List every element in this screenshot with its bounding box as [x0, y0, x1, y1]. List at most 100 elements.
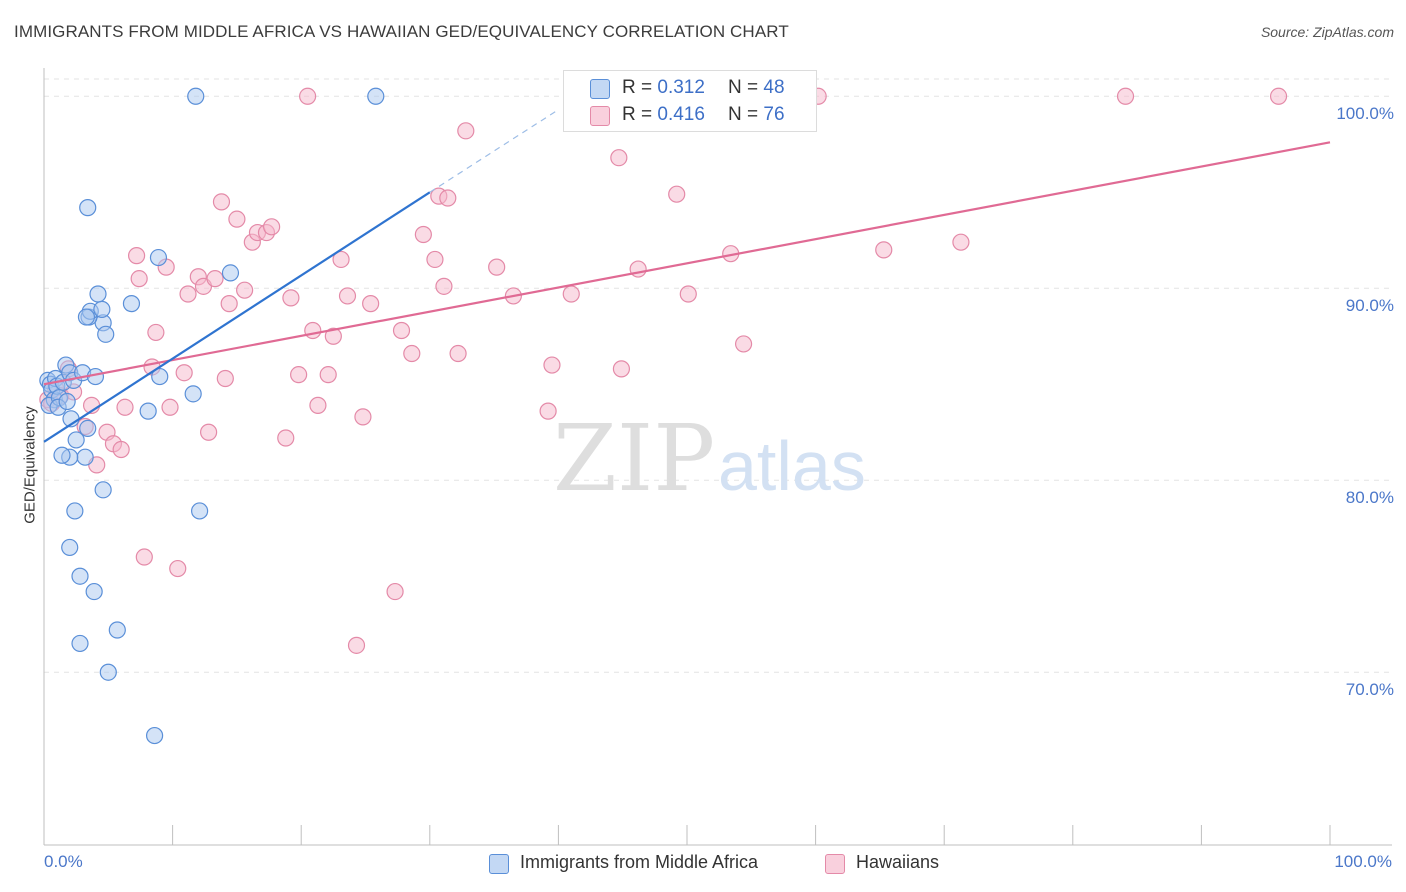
hawaiians-point [488, 258, 506, 276]
hawaiians-point [179, 285, 197, 303]
hawaiians-point [216, 369, 234, 388]
hawaiians-point [282, 289, 300, 307]
middle-africa-point [71, 567, 89, 585]
hawaiians-point [220, 295, 238, 313]
hawaiians-point [562, 285, 580, 303]
middle-africa-trend-extension [429, 109, 559, 193]
hawaiians-point [228, 210, 246, 228]
hawaiians-point [236, 281, 254, 299]
hawaiians-point [875, 241, 893, 259]
hawaiians-point [304, 321, 322, 340]
hawaiians-point [1116, 87, 1135, 105]
hawaiians-point [206, 270, 224, 288]
legend-swatch-pink [590, 106, 610, 126]
middle-africa-point [191, 502, 209, 520]
middle-africa-point [79, 419, 97, 438]
hawaiians-point [414, 225, 432, 244]
middle-africa-point [184, 385, 202, 403]
hawaiians-point [392, 321, 411, 340]
series-legend: Immigrants from Middle Africa Hawaiians [0, 852, 1406, 878]
middle-africa-point [221, 264, 240, 282]
hawaiians-point [332, 250, 350, 269]
y-tick-label: 70.0% [1345, 680, 1394, 700]
middle-africa-point [71, 634, 89, 653]
hawaiians-point [263, 218, 281, 236]
legend-n: N = 48 [728, 77, 785, 98]
middle-africa-point [79, 199, 97, 217]
hawaiians-point [1269, 87, 1288, 105]
legend-swatch-middle-africa [489, 854, 509, 874]
hawaiians-point [426, 250, 444, 269]
hawaiians-point [668, 185, 686, 203]
middle-africa-point [58, 392, 76, 411]
hawaiians-point [457, 122, 475, 140]
middle-africa-point [93, 300, 111, 318]
legend-n: N = 76 [728, 104, 785, 125]
hawaiians-point [309, 396, 327, 414]
middle-africa-point [76, 448, 94, 466]
hawaiians-point [161, 398, 179, 416]
legend-r: R = 0.416 [622, 104, 705, 125]
hawaiians-point [319, 366, 337, 384]
hawaiians-point [127, 247, 146, 265]
middle-africa-point [53, 446, 71, 464]
hawaiians-point [130, 270, 148, 288]
middle-africa-point [122, 295, 141, 313]
watermark-atlas: atlas [718, 427, 866, 505]
x-tick-label-max: 100.0% [1334, 852, 1392, 871]
hawaiians-point [386, 582, 404, 601]
legend-r: R = 0.312 [622, 77, 705, 98]
hawaiians-point [135, 548, 153, 566]
middle-africa-point [108, 621, 126, 639]
hawaiians-point [147, 323, 165, 342]
hawaiians-point [212, 193, 231, 211]
hawaiians-point [734, 335, 753, 353]
middle-africa-point [139, 402, 157, 420]
middle-africa-point [89, 285, 107, 303]
middle-africa-point [85, 582, 103, 601]
hawaiians-point [299, 87, 317, 105]
middle-africa-point [94, 481, 112, 499]
hawaiians-trend-line [43, 141, 1331, 386]
legend-row-middle-africa: R = 0.312 N = 48 [564, 75, 816, 101]
hawaiians-point [679, 285, 697, 303]
middle-africa-point [187, 87, 205, 105]
middle-africa-trend-line [43, 191, 431, 443]
correlation-legend: R = 0.312 N = 48 R = 0.416 N = 76 [563, 70, 817, 132]
legend-swatch-hawaiians [825, 854, 845, 874]
hawaiians-point [435, 277, 453, 295]
legend-label-middle-africa: Immigrants from Middle Africa [520, 852, 759, 872]
hawaiians-point [354, 408, 372, 426]
y-tick-label: 80.0% [1345, 488, 1394, 508]
hawaiians-point [449, 344, 467, 363]
middle-africa-point [97, 325, 115, 343]
x-tick-label-min: 0.0% [44, 852, 83, 871]
hawaiians-point [277, 429, 295, 447]
hawaiians-point [200, 423, 218, 441]
middle-africa-point [67, 431, 85, 449]
hawaiians-point [112, 440, 130, 459]
hawaiians-point [338, 287, 357, 305]
hawaiians-point [952, 233, 970, 251]
hawaiians-point [539, 402, 557, 420]
trend-lines [43, 109, 1331, 443]
middle-africa-point [66, 502, 84, 520]
y-tick-label: 90.0% [1345, 296, 1394, 316]
hawaiians-point [612, 360, 631, 378]
watermark-zip: ZIP [553, 405, 715, 512]
axes [43, 68, 1392, 846]
legend-row-hawaiians: R = 0.416 N = 76 [564, 102, 816, 128]
hawaiians-point [439, 189, 457, 207]
hawaiians-point [403, 344, 421, 363]
hawaiians-point [116, 398, 134, 416]
middle-africa-point [149, 248, 168, 267]
legend-label-hawaiians: Hawaiians [856, 852, 940, 872]
middle-africa-point [77, 308, 96, 326]
hawaiians-point [290, 366, 308, 384]
hawaiians-point [610, 149, 628, 167]
source-credit: Source: ZipAtlas.com [1260, 24, 1394, 40]
hawaiians-point [543, 356, 561, 374]
hawaiians-point [169, 559, 187, 578]
middle-africa-point [151, 367, 169, 386]
middle-africa-point [99, 663, 117, 681]
